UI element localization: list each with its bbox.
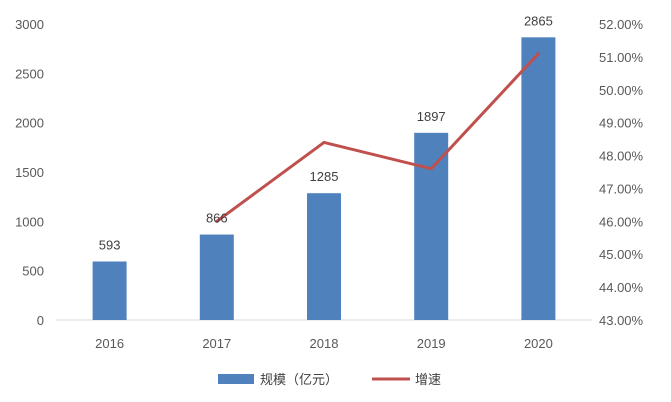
bar-value-label: 1897: [417, 109, 446, 124]
bar-2019: [414, 132, 449, 320]
growth-point-2019: [429, 167, 433, 171]
bar-value-label: 593: [99, 237, 121, 252]
left-axis-tick-label: 2500: [15, 66, 44, 81]
left-axis-tick-label: 1000: [15, 214, 44, 229]
growth-point-2020: [536, 52, 540, 56]
growth-line: [215, 52, 540, 223]
right-axis-tick-label: 52.00%: [599, 17, 644, 32]
x-axis-category-label: 2019: [417, 336, 446, 351]
x-axis-category-label: 2017: [202, 336, 231, 351]
right-axis-tick-label: 45.00%: [599, 247, 644, 262]
bar-2020: [521, 37, 556, 320]
right-axis-tick-label: 49.00%: [599, 116, 644, 131]
left-axis-tick-label: 0: [37, 313, 44, 328]
bar-2018: [307, 193, 341, 320]
left-axis-tick-label: 3000: [15, 17, 44, 32]
right-axis-tick-label: 51.00%: [599, 50, 644, 65]
left-axis-tick-label: 500: [22, 264, 44, 279]
bar-2016: [92, 261, 127, 320]
legend-bar-label: 规模（亿元）: [260, 373, 338, 388]
legend-bar-swatch: [218, 374, 254, 384]
right-axis-tick-label: 44.00%: [599, 280, 644, 295]
legend: 规模（亿元） 增速: [218, 373, 441, 388]
bar-value-label: 1285: [310, 169, 339, 184]
left-axis-tick-label: 2000: [15, 116, 44, 131]
left-axis-tick-label: 1500: [15, 165, 44, 180]
right-axis-tick-label: 46.00%: [599, 214, 644, 229]
legend-line-label: 增速: [415, 373, 441, 388]
right-axis-tick-label: 43.00%: [599, 313, 644, 328]
growth-point-2017: [215, 219, 219, 223]
x-axis-category-label: 2018: [310, 336, 339, 351]
growth-point-2018: [322, 140, 326, 144]
bar-value-label: 2865: [524, 13, 553, 28]
right-axis-tick-label: 48.00%: [599, 149, 644, 164]
bar-series: [92, 37, 556, 320]
right-axis-tick-label: 47.00%: [599, 181, 644, 196]
chart-axes: 0 500 1000 1500 2000 2500 3000 43.00% 44.00% 45.0…: [15, 17, 643, 351]
x-axis-category-label: 2016: [95, 336, 124, 351]
bar-2017: [199, 234, 234, 320]
bar-value-label: 866: [206, 211, 228, 226]
right-axis-tick-label: 50.00%: [599, 83, 644, 98]
data-labels: 593 866 1285 1897 2865: [99, 13, 553, 252]
x-axis-category-label: 2020: [524, 336, 553, 351]
growth-line-series: [215, 52, 540, 223]
